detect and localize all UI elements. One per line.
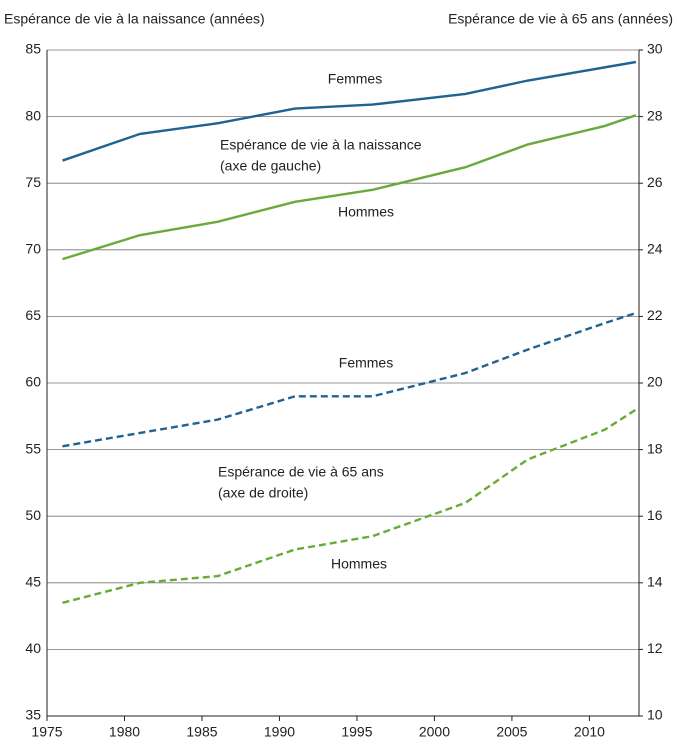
y-tick-label: 60 xyxy=(25,374,41,390)
y2-tick-label: 24 xyxy=(647,241,663,257)
annotation: Espérance de vie à la naissance xyxy=(220,137,422,153)
y2-tick-label: 16 xyxy=(647,507,663,523)
x-tick-label: 2005 xyxy=(496,724,527,740)
series-label: Hommes xyxy=(331,556,387,572)
y2-tick-label: 30 xyxy=(647,41,663,57)
x-tick-label: 2000 xyxy=(419,724,450,740)
y2-tick-label: 28 xyxy=(647,107,663,123)
y2-axis-title: Espérance de vie à 65 ans (années) xyxy=(448,11,673,27)
y-tick-label: 80 xyxy=(25,107,41,123)
series-line xyxy=(62,60,637,162)
y-tick-label: 65 xyxy=(25,307,41,323)
series-line xyxy=(62,408,637,604)
y2-tick-label: 18 xyxy=(647,440,663,456)
y-tick-label: 45 xyxy=(25,574,41,590)
series-label: Femmes xyxy=(339,355,393,371)
y-tick-label: 55 xyxy=(25,440,41,456)
x-tick-label: 1995 xyxy=(341,724,372,740)
annotation: (axe de droite) xyxy=(218,485,308,501)
y2-tick-label: 14 xyxy=(647,574,663,590)
x-tick-label: 1985 xyxy=(186,724,217,740)
y-tick-label: 35 xyxy=(25,707,41,723)
series-line xyxy=(62,311,637,448)
y2-tick-label: 22 xyxy=(647,307,663,323)
y2-tick-label: 20 xyxy=(647,374,663,390)
x-tick-label: 1980 xyxy=(109,724,140,740)
y2-tick-label: 12 xyxy=(647,640,663,656)
series-line xyxy=(62,114,637,261)
y-tick-label: 50 xyxy=(25,507,41,523)
y-tick-label: 85 xyxy=(25,41,41,57)
annotation: (axe de gauche) xyxy=(220,158,321,174)
annotation: Espérance de vie à 65 ans xyxy=(218,464,384,480)
y-tick-label: 70 xyxy=(25,241,41,257)
y2-tick-label: 26 xyxy=(647,174,663,190)
series-label: Hommes xyxy=(338,204,394,220)
x-tick-label: 1975 xyxy=(31,724,62,740)
y2-tick-label: 10 xyxy=(647,707,663,723)
y-tick-label: 40 xyxy=(25,640,41,656)
x-tick-label: 2010 xyxy=(574,724,605,740)
x-tick-label: 1990 xyxy=(264,724,295,740)
y-tick-label: 75 xyxy=(25,174,41,190)
series-label: Femmes xyxy=(328,71,382,87)
y-axis-title: Espérance de vie à la naissance (années) xyxy=(4,11,265,27)
